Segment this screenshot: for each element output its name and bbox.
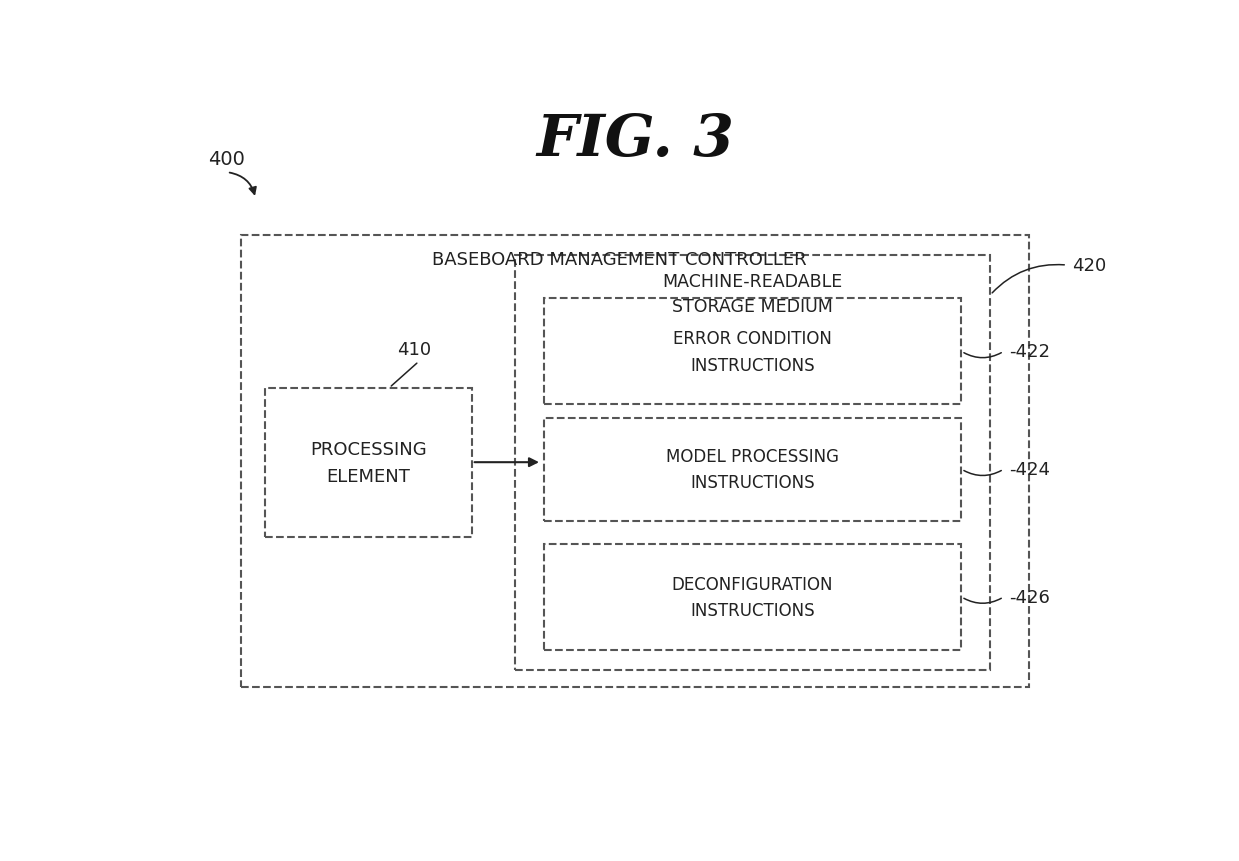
Text: 420: 420 — [1072, 257, 1106, 275]
Bar — [242, 236, 1028, 687]
Text: PROCESSING
ELEMENT: PROCESSING ELEMENT — [310, 440, 427, 486]
Text: 410: 410 — [396, 341, 431, 358]
Bar — [544, 418, 961, 521]
Bar — [544, 544, 961, 650]
Text: ERROR CONDITION
INSTRUCTIONS: ERROR CONDITION INSTRUCTIONS — [673, 330, 833, 375]
Text: MACHINE-READABLE
STORAGE MEDIUM: MACHINE-READABLE STORAGE MEDIUM — [663, 272, 843, 315]
Text: DECONFIGURATION
INSTRUCTIONS: DECONFIGURATION INSTRUCTIONS — [672, 575, 834, 619]
Text: BASEBOARD MANAGEMENT CONTROLLER: BASEBOARD MANAGEMENT CONTROLLER — [432, 251, 807, 269]
Text: -426: -426 — [1010, 588, 1051, 606]
Bar — [265, 388, 472, 537]
Text: 400: 400 — [208, 150, 244, 169]
Bar — [544, 299, 961, 405]
Text: MODEL PROCESSING
INSTRUCTIONS: MODEL PROCESSING INSTRUCTIONS — [667, 448, 839, 492]
Bar — [515, 256, 990, 670]
Text: FIG. 3: FIG. 3 — [536, 112, 733, 168]
Text: -424: -424 — [1010, 461, 1051, 479]
Text: -422: -422 — [1010, 343, 1051, 361]
